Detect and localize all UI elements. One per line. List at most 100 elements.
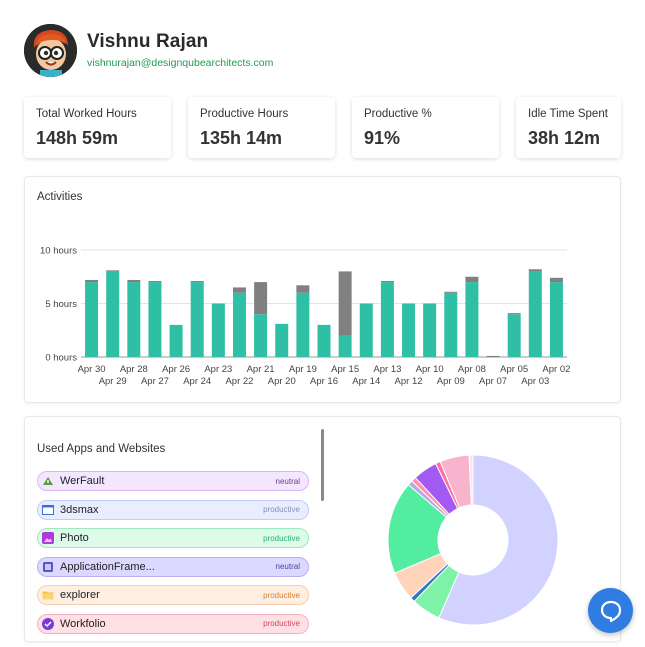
x-tick-label: Apr 24 [183,376,211,387]
x-tick-label: Apr 30 [78,364,106,375]
app-category: productive [263,505,300,515]
app-list: WerFault neutral 3dsmax productive Photo prod… [37,471,309,641]
bar-segment[interactable] [317,324,331,357]
bar-segment[interactable] [169,324,183,357]
stat-productive-hours: Productive Hours 135h 14m [188,97,335,158]
donut-slice[interactable] [438,454,559,626]
bar-segment[interactable] [528,269,542,272]
activities-title: Activities [37,191,83,203]
app-list-scrollbar[interactable] [321,429,324,501]
x-tick-label: Apr 26 [162,364,190,375]
bar-segment[interactable] [190,282,204,357]
app-list-item[interactable]: ApplicationFrame... neutral [37,556,309,577]
app-list-item[interactable]: Workfolio productive [37,613,309,634]
x-tick-label: Apr 28 [120,364,148,375]
bar-segment[interactable] [549,277,563,283]
x-tick-label: Apr 16 [310,376,338,387]
x-tick-label: Apr 22 [225,376,253,387]
bar-segment[interactable] [507,313,521,315]
x-tick-label: Apr 08 [458,364,486,375]
bar-segment[interactable] [338,271,352,336]
stat-value: 135h 14m [200,128,283,148]
user-name: Vishnu Rajan [87,31,209,52]
x-tick-label: Apr 07 [479,376,507,387]
bar-segment[interactable] [338,335,352,357]
x-tick-label: Apr 10 [416,364,444,375]
bar-segment[interactable] [190,281,204,283]
chat-bubble-icon [600,600,621,622]
bar-segment[interactable] [127,279,141,283]
y-tick-label: 10 hours [40,246,77,257]
x-tick-label: Apr 14 [352,376,380,387]
bar-segment[interactable] [106,271,120,357]
activities-card: Activities 10 hours 5 hours 0 hours Apr 30 A… [24,176,621,403]
stat-label: Productive Hours [200,108,289,120]
bar-segment[interactable] [148,281,162,283]
bar-segment[interactable] [296,285,310,293]
stat-label: Total Worked Hours [36,108,137,120]
bar-segment[interactable] [85,282,99,357]
bar-segment[interactable] [148,282,162,357]
stat-value: 91% [364,128,401,148]
bar-segment[interactable] [486,355,500,357]
bar-segment[interactable] [232,287,246,293]
chat-button[interactable] [588,588,633,633]
bar-segment[interactable] [254,282,268,315]
bar-segment[interactable] [127,282,141,357]
stat-total-worked-hours: Total Worked Hours 148h 59m [24,97,171,158]
stat-idle-time: Idle Time Spent 38h 12m [516,97,621,158]
y-tick-label: 5 hours [45,299,77,310]
x-tick-label: Apr 27 [141,376,169,387]
bar-segment[interactable] [528,271,542,357]
app-list-item[interactable]: 3dsmax productive [37,499,309,520]
x-tick-label: Apr 29 [99,376,127,387]
x-tick-label: Apr 21 [247,364,275,375]
photo-icon [42,532,54,545]
user-profile: Vishnu Rajan vishnurajan@designqubearchi… [24,23,273,77]
avatar [24,23,77,77]
bar-segment[interactable] [85,279,99,283]
bar-segment[interactable] [444,292,458,357]
bar-segment[interactable] [106,270,120,272]
app-list-item[interactable]: Photo productive [37,528,309,549]
x-tick-label: Apr 03 [521,376,549,387]
werfault-icon [42,475,54,487]
x-tick-label: Apr 05 [500,364,528,375]
app-name: WerFault [60,475,105,487]
bar-segment[interactable] [380,282,394,357]
bar-segment[interactable] [380,281,394,283]
bar-segment[interactable] [444,291,458,293]
bar-segment[interactable] [232,292,246,357]
x-tick-label: Apr 15 [331,364,359,375]
bar-segment[interactable] [465,282,479,357]
bar-segment[interactable] [359,303,373,358]
window-icon [42,504,54,516]
bar-segment[interactable] [211,303,225,358]
app-list-item[interactable]: explorer productive [37,585,309,606]
workfolio-icon [42,617,54,630]
app-list-item[interactable]: WerFault neutral [37,471,309,491]
bar-segment[interactable] [507,314,521,357]
apps-donut-chart [387,454,559,626]
app-name: explorer [60,589,100,602]
x-tick-label: Apr 20 [268,376,296,387]
bar-segment[interactable] [296,292,310,357]
bar-segment[interactable] [275,323,289,357]
stat-value: 38h 12m [528,128,601,148]
app-name: ApplicationFrame... [60,560,155,573]
apps-card: Used Apps and Websites WerFault neutral 3d… [24,416,621,642]
donut-slice[interactable] [468,454,474,506]
x-tick-label: Apr 13 [373,364,401,375]
donut-slice[interactable] [387,484,448,574]
bar-segment[interactable] [423,303,437,358]
app-name: Photo [60,532,89,545]
bar-segment[interactable] [402,303,416,358]
x-tick-label: Apr 19 [289,364,317,375]
bar-segment[interactable] [254,314,268,357]
x-tick-label: Apr 09 [437,376,465,387]
bar-segment[interactable] [465,276,479,283]
bar-segment[interactable] [549,282,563,357]
app-category: neutral [275,476,300,486]
app-name: Workfolio [60,617,106,630]
